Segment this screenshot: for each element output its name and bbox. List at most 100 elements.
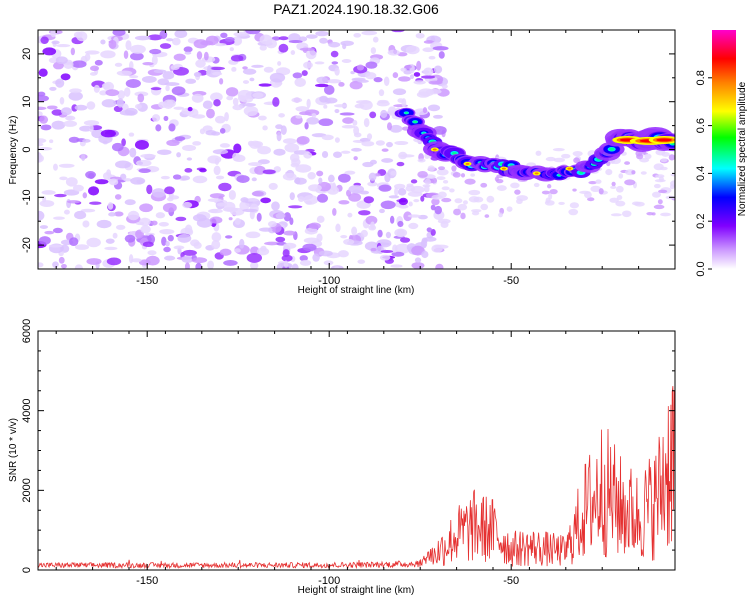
snr-y-tick-label: 2000 (21, 478, 33, 502)
spectrogram-noise-blob (338, 81, 345, 87)
spectrogram-noise-blob (86, 101, 96, 110)
spectrogram-noise-blob (427, 165, 435, 172)
spectrogram-noise-blob (370, 247, 377, 252)
spectrogram-noise-blob (357, 79, 369, 83)
spectrogram-noise-blob (46, 105, 58, 110)
spectrogram-noise-blob (183, 46, 193, 53)
spectrogram-noise-blob (115, 224, 126, 230)
spectrogram-noise-blob (651, 191, 662, 198)
spectrogram-noise-blob (397, 220, 404, 228)
spectrogram-noise-blob (166, 139, 180, 146)
spectrogram-noise-blob (356, 64, 365, 71)
spectrogram-noise-blob (392, 244, 398, 253)
spectrogram-noise-blob (233, 143, 242, 154)
spectrogram-noise-blob (368, 172, 377, 181)
spectrogram-noise-blob (149, 48, 162, 55)
spectrogram-noise-blob (82, 192, 88, 199)
spectrogram-noise-blob (432, 46, 449, 51)
spectrogram-y-tick-label: -20 (21, 237, 33, 253)
spectrogram-noise-blob (81, 153, 86, 161)
snr-x-tick-label: -100 (318, 575, 340, 587)
spectrogram-noise-blob (291, 97, 303, 103)
spectrogram-noise-blob (173, 245, 185, 250)
spectrogram-noise-blob (106, 169, 111, 177)
spectrogram-noise-blob (423, 40, 435, 44)
spectrogram-noise-blob (425, 88, 442, 95)
spectrogram-noise-blob (328, 41, 341, 48)
spectrogram-noise-blob (159, 228, 175, 235)
spectrogram-noise-blob (114, 62, 123, 67)
spectrogram-noise-blob (480, 182, 488, 188)
spectrogram-noise-blob (436, 176, 446, 181)
spectrogram-noise-blob (365, 61, 378, 69)
spectrogram-noise-blob (278, 36, 289, 41)
spectrogram-noise-blob (404, 64, 412, 69)
spectrogram-noise-blob (138, 168, 151, 174)
spectrogram-noise-blob (355, 100, 371, 104)
spectrogram-noise-blob (239, 238, 245, 249)
spectrogram-noise-blob (84, 50, 100, 55)
spectrogram-noise-blob (130, 258, 142, 263)
spectrogram-noise-blob (385, 231, 392, 239)
spectrogram-noise-blob (337, 250, 349, 258)
spectrogram-noise-blob (353, 132, 362, 138)
spectrogram-noise-blob (340, 150, 351, 154)
spectrogram-noise-blob (377, 229, 383, 238)
spectrogram-noise-blob (408, 201, 413, 207)
spectrogram-noise-blob (584, 191, 592, 199)
spectrogram-noise-blob (294, 77, 306, 87)
spectrogram-noise-blob (274, 81, 283, 86)
spectrogram-noise-blob (59, 96, 65, 105)
spectrogram-noise-blob (573, 157, 580, 164)
spectrogram-noise-blob (631, 170, 636, 175)
spectrogram-noise-blob (124, 199, 136, 206)
spectrogram-ridge-blob (452, 151, 457, 155)
spectrogram-noise-blob (350, 71, 355, 75)
spectrogram-noise-blob (334, 137, 340, 143)
spectrogram-noise-blob (514, 189, 521, 195)
spectrogram-noise-blob (182, 144, 197, 152)
spectrogram-noise-blob (410, 179, 418, 184)
spectrogram-noise-blob (101, 82, 111, 90)
spectrogram-noise-blob (58, 256, 65, 264)
spectrogram-noise-blob (191, 93, 204, 103)
spectrogram-noise-blob (315, 83, 329, 88)
spectrogram-noise-blob (420, 195, 425, 202)
spectrogram-noise-blob (376, 101, 390, 107)
spectrogram-noise-blob (52, 216, 66, 220)
spectrogram-noise-blob (153, 69, 167, 74)
spectrogram-noise-blob (55, 78, 65, 88)
spectrogram-noise-blob (413, 72, 421, 77)
spectrogram-noise-blob (423, 185, 430, 193)
spectrogram-noise-blob (342, 43, 347, 50)
spectrogram-noise-blob (251, 64, 264, 68)
spectrogram-noise-blob (206, 108, 215, 119)
spectrogram-noise-blob (191, 257, 208, 264)
spectrogram-noise-blob (71, 60, 87, 68)
spectrogram-noise-blob (605, 169, 613, 176)
spectrogram-noise-blob (380, 249, 394, 253)
spectrogram-noise-blob (40, 124, 52, 131)
spectrogram-noise-blob (449, 188, 455, 193)
spectrogram-noise-blob (202, 100, 213, 109)
spectrogram-noise-blob (107, 202, 114, 210)
spectrogram-noise-blob (653, 183, 661, 189)
spectrogram-noise-blob (181, 255, 194, 263)
spectrogram-noise-blob (486, 195, 495, 203)
colorbar-gradient (712, 30, 736, 269)
spectrogram-noise-blob (228, 189, 236, 200)
colorbar-tick-label: 0.2 (695, 214, 707, 229)
spectrogram-noise-blob (376, 245, 384, 255)
spectrogram-noise-blob (88, 186, 100, 196)
spectrogram-noise-blob (38, 95, 49, 102)
spectrogram-noise-blob (219, 78, 224, 85)
spectrogram-noise-blob (299, 47, 315, 51)
spectrogram-noise-blob (344, 170, 356, 175)
spectrogram-noise-blob (416, 60, 422, 71)
spectrogram-noise-blob (471, 211, 480, 216)
spectrogram-noise-blob (69, 237, 79, 247)
spectrogram-noise-blob (105, 89, 120, 97)
spectrogram-noise-blob (164, 82, 180, 86)
spectrogram-noise-blob (398, 204, 409, 209)
